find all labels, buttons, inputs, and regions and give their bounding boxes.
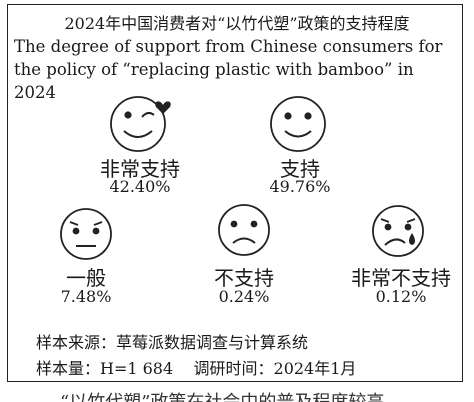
wink-heart-face-icon [110,96,171,152]
crying-face-icon [372,205,424,257]
chart-frame [7,4,463,382]
sample-size-and-date: 样本量：H=1 684 调研时间：2024年1月 [36,359,357,378]
value-label-support: 49.76% [269,177,331,196]
value-label-not-support: 0.24% [218,287,270,306]
sample-source: 样本来源：草莓派数据调查与计算系统 [36,333,309,352]
chart-title: 2024年中国消费者对“以竹代塑”政策的支持程度 [64,14,410,33]
chart-subtitle: The degree of support from Chinese consu… [14,37,443,102]
below-frame-text: “以竹代塑”政策在社会中的普及程度较高 [60,388,384,402]
category-label-support: 支持 [280,157,320,181]
category-label-very-support: 非常支持 [100,157,180,181]
value-label-neutral: 7.48% [60,287,112,306]
category-label-very-not-support: 非常不支持 [351,266,451,290]
value-label-very-support: 42.40% [109,177,171,196]
neutral-face-icon [60,208,112,260]
smile-face-icon [270,96,326,152]
category-label-not-support: 不支持 [214,266,274,290]
value-label-very-not-support: 0.12% [375,287,427,306]
category-label-neutral: 一般 [66,266,106,290]
frown-face-icon [218,204,270,256]
